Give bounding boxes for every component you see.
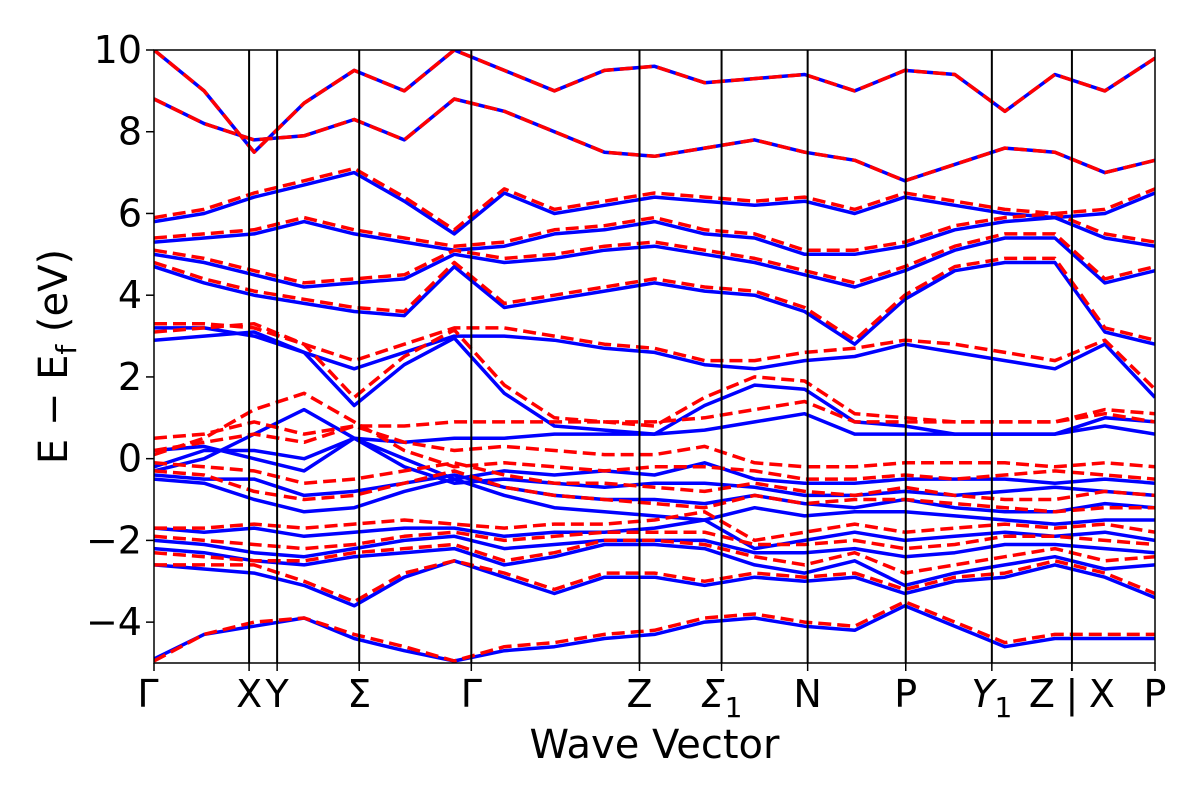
y-tick-label: 10 — [94, 28, 142, 72]
solid-band-7 — [154, 407, 1155, 498]
solid-band-12 — [154, 260, 1155, 346]
solid-band-5 — [154, 477, 1155, 526]
y-tick-label: −4 — [86, 600, 142, 644]
dashed-band-1 — [154, 559, 1155, 604]
solid-band-2 — [154, 542, 1155, 588]
x-tick-label: P — [1144, 672, 1167, 716]
x-tick-label: Γ — [137, 672, 158, 716]
dashed-band-13 — [154, 232, 1155, 285]
solid-band-6 — [154, 473, 1155, 514]
dashed-band-8 — [154, 424, 1155, 469]
y-tick-label: 0 — [118, 437, 142, 481]
x-tick-label: X — [236, 672, 262, 716]
x-tick-label: Γ — [461, 672, 482, 716]
dashed-band-7 — [154, 391, 1155, 481]
x-tick-label: Z — [1029, 672, 1055, 716]
solid-band-4 — [154, 518, 1155, 551]
solid-band-13 — [154, 236, 1155, 289]
dashed-band-series — [154, 50, 1155, 663]
x-tick-label: X — [1089, 672, 1115, 716]
path-break-label: | — [1066, 672, 1079, 717]
x-tick-label: Y1 — [971, 672, 1012, 724]
dashed-band-6 — [154, 461, 1155, 502]
y-tick-label: 8 — [118, 110, 142, 154]
dashed-band-16 — [154, 97, 1155, 183]
dashed-band-3 — [154, 530, 1155, 551]
dashed-band-10 — [154, 322, 1155, 428]
x-tick-label: P — [894, 672, 917, 716]
solid-band-11 — [154, 326, 1155, 399]
solid-band-15 — [154, 170, 1155, 236]
y-tick-label: 4 — [118, 273, 142, 317]
solid-band-8 — [154, 436, 1155, 485]
plot-frame — [153, 49, 1156, 664]
dashed-band-15 — [154, 166, 1155, 232]
solid-band-14 — [154, 215, 1155, 257]
dashed-band-12 — [154, 256, 1155, 342]
y-tick-label: −2 — [86, 518, 142, 562]
dashed-band-0 — [154, 599, 1155, 663]
x-tick-label: Σ1 — [701, 672, 743, 724]
solid-band-1 — [154, 559, 1155, 608]
solid-band-10 — [154, 330, 1155, 436]
dashed-band-4 — [154, 510, 1155, 543]
plot-area — [154, 50, 1155, 663]
y-axis-label-text: E − Ef (eV) — [31, 249, 83, 464]
dashed-band-5 — [154, 469, 1155, 514]
x-tick-label: Z — [626, 672, 652, 716]
y-axis: −4 −2 0 2 4 6 8 10 — [86, 28, 154, 644]
y-tick-label: 2 — [118, 355, 142, 399]
x-axis: Γ X Y Σ Γ Z Σ1 N P Y1 Z X P| — [137, 663, 1166, 724]
dashed-band-17 — [154, 50, 1155, 154]
y-axis-label: E − Ef (eV) — [31, 249, 83, 464]
y-tick-label: 6 — [118, 191, 142, 235]
solid-band-0 — [154, 604, 1155, 663]
x-axis-label: Wave Vector — [530, 722, 781, 768]
x-tick-label: N — [793, 672, 821, 716]
high-symmetry-lines — [248, 50, 1073, 663]
x-tick-label: Y — [265, 672, 290, 716]
dashed-band-2 — [154, 538, 1155, 575]
solid-band-series — [154, 50, 1155, 663]
x-tick-label: Σ — [347, 672, 371, 716]
dashed-band-11 — [154, 322, 1155, 391]
